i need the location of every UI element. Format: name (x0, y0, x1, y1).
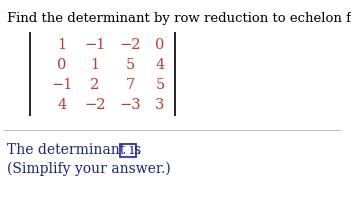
Text: 1: 1 (91, 58, 100, 72)
Text: Find the determinant by row reduction to echelon form.: Find the determinant by row reduction to… (7, 12, 351, 25)
Text: −2: −2 (84, 98, 106, 112)
Text: (Simplify your answer.): (Simplify your answer.) (7, 162, 171, 176)
Text: The determinant is: The determinant is (7, 143, 141, 157)
Text: 2: 2 (90, 78, 100, 92)
FancyBboxPatch shape (120, 144, 136, 157)
Text: 5: 5 (155, 78, 165, 92)
Text: 0: 0 (155, 38, 165, 52)
Text: −3: −3 (119, 98, 141, 112)
Text: −1: −1 (51, 78, 73, 92)
Text: .: . (137, 143, 141, 157)
Text: 4: 4 (57, 98, 67, 112)
Text: 5: 5 (125, 58, 135, 72)
Text: −1: −1 (84, 38, 106, 52)
Text: 3: 3 (155, 98, 165, 112)
Text: 0: 0 (57, 58, 67, 72)
Text: 1: 1 (58, 38, 67, 52)
Text: −2: −2 (119, 38, 141, 52)
Text: 7: 7 (125, 78, 135, 92)
Text: 4: 4 (155, 58, 165, 72)
